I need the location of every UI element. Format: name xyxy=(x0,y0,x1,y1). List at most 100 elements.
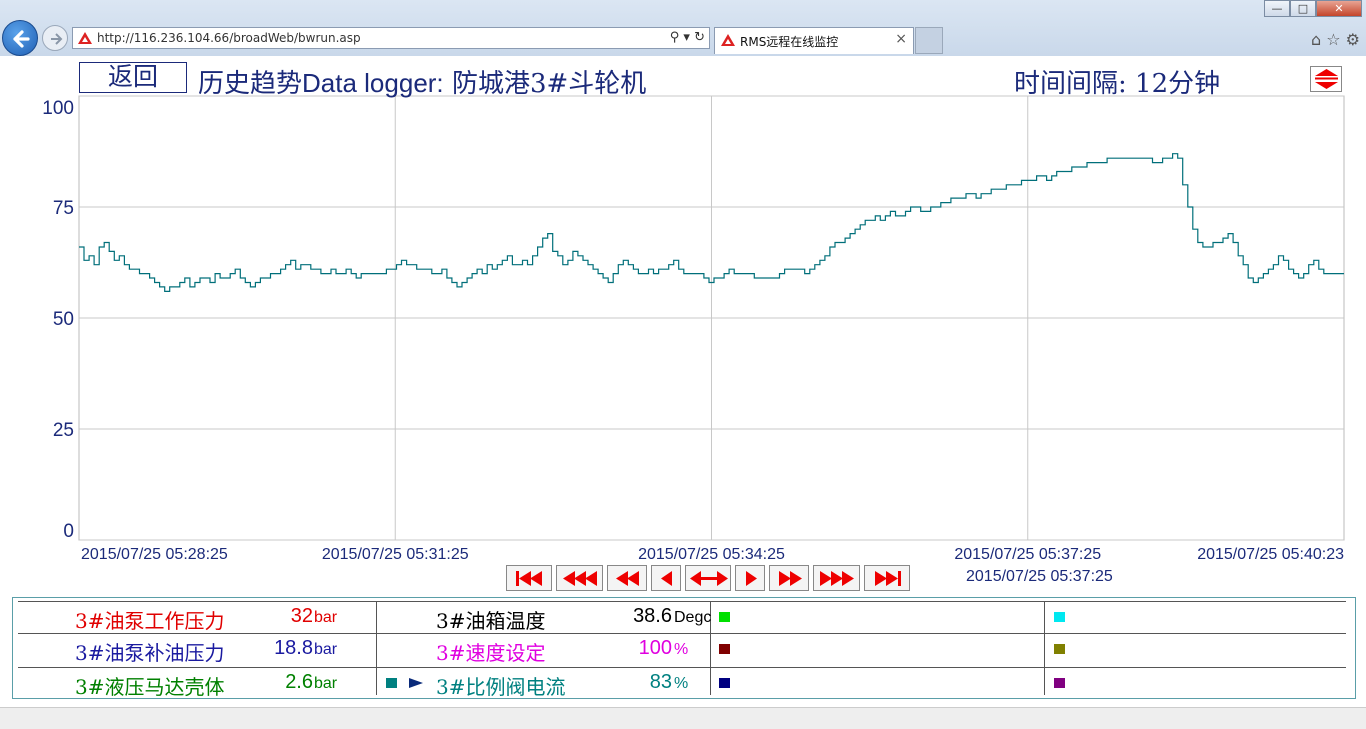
fast-rewind-icon xyxy=(563,571,597,586)
browser-chrome: — □ ✕ http://116.236.104.66/broadWeb/bwr… xyxy=(0,0,1366,57)
legend-item-value: 100 xyxy=(638,637,672,659)
minimize-button[interactable]: — xyxy=(1264,0,1290,17)
legend-item-name: 3#油泵补油压力 xyxy=(75,641,225,665)
address-url[interactable]: http://116.236.104.66/broadWeb/bwrun.asp xyxy=(97,31,361,45)
legend-item-value: 18.8 xyxy=(274,637,313,659)
title-cn: 历史趋势 xyxy=(198,69,303,99)
legend-item[interactable]: 3#油箱温度 38.6 Degc xyxy=(376,601,712,633)
forward-button[interactable] xyxy=(769,565,809,591)
maximize-button[interactable]: □ xyxy=(1290,0,1316,17)
step-forward-icon xyxy=(746,571,757,586)
address-bar[interactable]: http://116.236.104.66/broadWeb/bwrun.asp… xyxy=(72,27,710,49)
y-tick-label: 75 xyxy=(53,198,74,219)
y-tick-label: 0 xyxy=(63,521,74,542)
legend-empty-slot[interactable] xyxy=(710,601,1044,633)
legend-item[interactable]: 3#比例阀电流 83% xyxy=(376,667,710,699)
tab-close-icon[interactable]: × xyxy=(895,31,907,47)
legend-grid: 3#油泵工作压力 32 bar 3#油箱温度 38.6 Degc 3#油泵补油压力 18.8 b… xyxy=(18,601,1346,699)
legend-item[interactable]: 3#液压马达壳体 2.6 bar xyxy=(18,667,376,699)
y-tick-label: 100 xyxy=(42,98,74,119)
browser-tools-icons[interactable]: ⌂ ☆ ⚙ xyxy=(1310,30,1360,49)
legend-empty-slot[interactable] xyxy=(1044,601,1346,633)
scale-button[interactable] xyxy=(1310,66,1342,92)
title-en: Data logger: xyxy=(302,68,444,98)
address-tools-icons[interactable]: ⚲ ▾ ↻ xyxy=(669,30,705,45)
legend-table: 3#油泵工作压力 32 bar 3#油箱温度 38.6 Degc 3#油泵补油压力 18.8 b… xyxy=(12,597,1356,699)
selected-pointer-icon xyxy=(409,678,423,688)
legend-item-unit: % xyxy=(674,675,689,692)
status-bar xyxy=(0,707,1366,729)
back-button[interactable] xyxy=(2,20,38,56)
forward-nav-button[interactable] xyxy=(42,25,68,51)
y-tick-label: 25 xyxy=(53,420,74,441)
color-swatch-icon xyxy=(1054,612,1065,622)
fast-rewind-button[interactable] xyxy=(556,565,603,591)
color-swatch-icon xyxy=(1054,678,1065,688)
legend-item-name: 3#比例阀电流 xyxy=(436,675,566,699)
legend-empty-slot[interactable] xyxy=(1044,633,1346,665)
both-arrows-icon xyxy=(690,571,728,586)
tab-favicon-icon xyxy=(721,34,735,46)
step-back-icon xyxy=(661,571,672,586)
trend-chart: 100 75 50 25 0 2015/07/25 05:28:25 2015/07/25 … xyxy=(42,95,1345,563)
close-window-button[interactable]: ✕ xyxy=(1316,0,1362,17)
fast-forward-icon xyxy=(820,571,854,586)
new-tab-button[interactable] xyxy=(915,27,943,54)
color-swatch-icon xyxy=(719,678,730,688)
legend-item-name: 3#油泵工作压力 xyxy=(75,609,225,633)
legend-item-unit: % xyxy=(674,641,689,658)
color-swatch-icon xyxy=(386,678,397,688)
legend-col-divider xyxy=(710,601,711,695)
legend-item-unit: bar xyxy=(314,609,338,626)
legend-item[interactable]: 3#速度设定 100% xyxy=(376,633,710,665)
x-tick-label: 2015/07/25 05:37:25 xyxy=(954,546,1101,563)
forward-arrow-icon xyxy=(51,33,63,45)
color-swatch-icon xyxy=(1054,644,1065,654)
legend-item-value: 32 xyxy=(290,605,313,627)
tab-title: RMS远程在线监控 xyxy=(740,35,839,49)
forward-icon xyxy=(779,571,802,586)
now-button[interactable] xyxy=(685,565,731,591)
legend-empty-slot[interactable] xyxy=(1044,667,1346,699)
legend-row-divider xyxy=(18,633,1346,634)
first-icon xyxy=(516,571,542,586)
legend-col-divider xyxy=(376,601,377,695)
fast-forward-button[interactable] xyxy=(813,565,860,591)
rewind-icon xyxy=(616,571,639,586)
window-controls: — □ ✕ xyxy=(1264,0,1362,18)
legend-item-unit: Degc xyxy=(674,609,712,626)
legend-item-value: 2.6 xyxy=(285,671,313,693)
legend-empty-slot[interactable] xyxy=(710,633,1044,665)
last-icon xyxy=(875,571,901,586)
x-tick-label: 2015/07/25 05:34:25 xyxy=(638,546,785,563)
step-back-button[interactable] xyxy=(651,565,681,591)
x-tick-label: 2015/07/25 05:28:25 xyxy=(81,546,228,563)
legend-item-name: 3#速度设定 xyxy=(436,641,546,665)
legend-item-value: 83 xyxy=(649,671,672,693)
up-down-arrows-icon xyxy=(1315,69,1338,89)
legend-item[interactable]: 3#油泵补油压力 18.8 bar xyxy=(18,633,376,665)
legend-item-unit: bar xyxy=(314,641,338,658)
browser-tab[interactable]: RMS远程在线监控 × xyxy=(714,27,914,54)
legend-col-divider xyxy=(1044,601,1045,695)
series-line xyxy=(79,153,1344,292)
legend-item-value: 38.6 xyxy=(633,605,672,627)
x-tick-label: 2015/07/25 05:31:25 xyxy=(322,546,469,563)
return-button[interactable]: 返回 xyxy=(79,62,187,93)
site-favicon-icon xyxy=(78,32,92,44)
color-swatch-icon xyxy=(719,612,730,622)
color-swatch-icon xyxy=(719,644,730,654)
page-title: 历史趋势Data logger: 防城港3#斗轮机 xyxy=(198,63,646,100)
legend-item[interactable]: 3#油泵工作压力 32 bar xyxy=(18,601,376,633)
legend-row-divider xyxy=(18,601,1346,602)
x-tick-label: 2015/07/25 05:40:23 xyxy=(1197,546,1344,563)
y-tick-label: 50 xyxy=(53,309,74,330)
interval-label: 时间间隔: 12分钟 xyxy=(1014,69,1221,99)
back-arrow-icon xyxy=(13,30,30,48)
legend-row-divider xyxy=(18,667,1346,668)
legend-empty-slot[interactable] xyxy=(710,667,1044,699)
rewind-button[interactable] xyxy=(607,565,647,591)
first-button[interactable] xyxy=(506,565,552,591)
step-forward-button[interactable] xyxy=(735,565,765,591)
last-button[interactable] xyxy=(864,565,910,591)
